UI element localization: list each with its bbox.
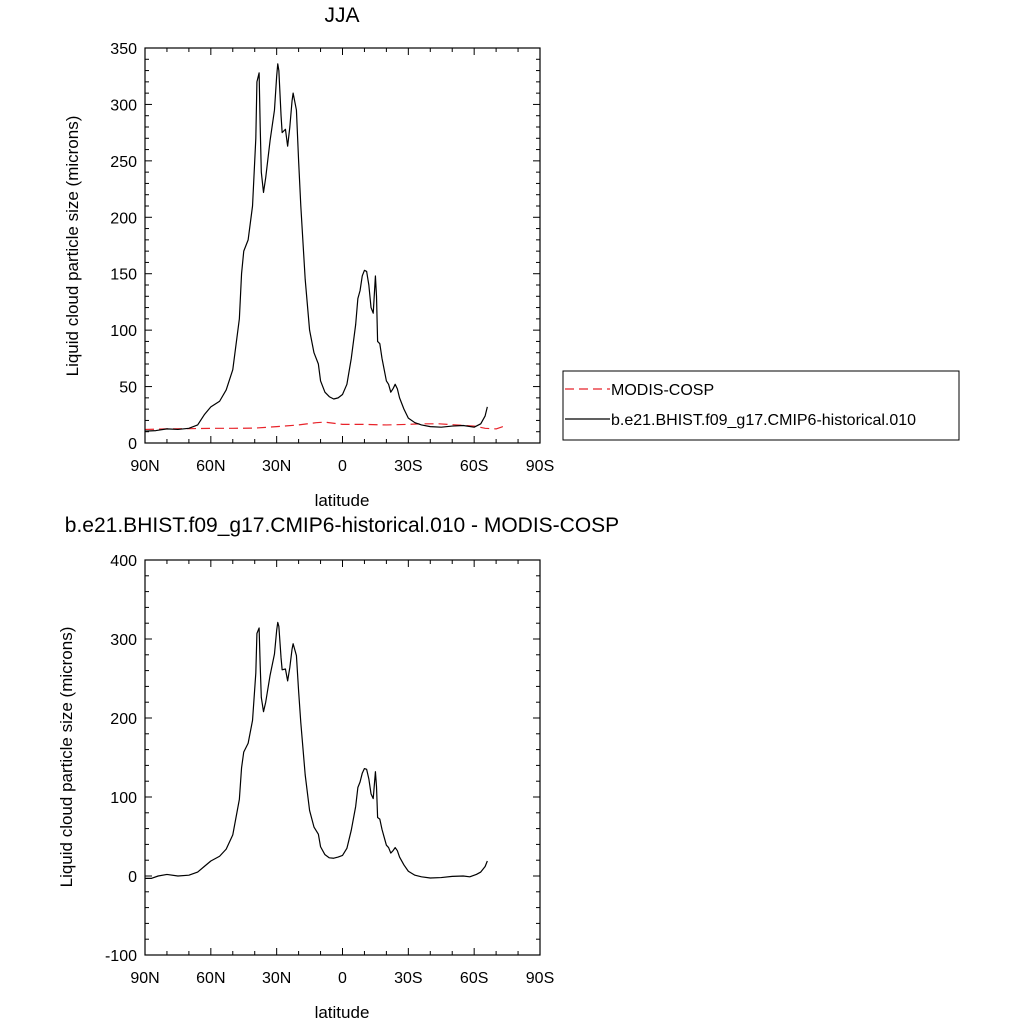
legend-label-model: b.e21.BHIST.f09_g17.CMIP6-historical.010 <box>611 412 916 429</box>
x-axis-label: latitude <box>315 491 370 510</box>
y-tick-label: 350 <box>110 41 137 58</box>
x-tick-label: 90S <box>526 970 554 987</box>
y-axis-label: Liquid cloud particle size (microns) <box>63 116 82 377</box>
y-tick-label: 400 <box>110 553 137 570</box>
x-axis-label: latitude <box>315 1003 370 1022</box>
top-panel: JJA 90N 60N 30N 0 30S 60S 90S 0 50 100 150 200 250 30… <box>63 4 554 510</box>
y-tick-label: 200 <box>110 711 137 728</box>
x-tick-label: 90N <box>130 970 159 987</box>
plot-frame <box>144 47 541 444</box>
y-tick-label: 0 <box>128 436 137 453</box>
legend-box <box>562 370 960 441</box>
y-tick-label: 200 <box>110 210 137 227</box>
y-axis-label: Liquid cloud particle size (microns) <box>57 627 76 888</box>
y-tick-label: 0 <box>128 869 137 886</box>
x-tick-label: 60N <box>196 458 225 475</box>
legend-label-modis-cosp: MODIS-COSP <box>611 382 714 399</box>
series-line-1 <box>144 63 488 432</box>
y-tick-label: 150 <box>110 267 137 284</box>
series-line-0 <box>144 421 508 431</box>
series-line-0 <box>145 621 488 879</box>
y-tick-label: 100 <box>110 323 137 340</box>
x-tick-label: 60S <box>460 458 488 475</box>
legend: MODIS-COSP b.e21.BHIST.f09_g17.CMIP6-his… <box>562 370 960 441</box>
chart-title: JJA <box>324 4 359 27</box>
y-tick-label: 300 <box>110 97 137 114</box>
y-tick-label: 100 <box>110 790 137 807</box>
bottom-panel: b.e21.BHIST.f09_g17.CMIP6-historical.010… <box>57 514 619 1022</box>
x-tick-label: 30N <box>262 970 291 987</box>
x-tick-label: 60N <box>196 970 225 987</box>
y-tick-label: 250 <box>110 154 137 171</box>
x-tick-label: 90N <box>130 458 159 475</box>
plot-frame <box>144 559 541 956</box>
x-tick-label: 0 <box>338 970 347 987</box>
x-tick-label: 60S <box>460 970 488 987</box>
y-tick-label: 50 <box>119 380 137 397</box>
x-tick-label: 30S <box>394 970 422 987</box>
x-tick-label: 30S <box>394 458 422 475</box>
y-tick-label: 300 <box>110 632 137 649</box>
y-tick-label: -100 <box>105 948 137 965</box>
x-tick-label: 90S <box>526 458 554 475</box>
x-tick-label: 0 <box>338 458 347 475</box>
chart-title: b.e21.BHIST.f09_g17.CMIP6-historical.010… <box>65 514 619 537</box>
x-tick-label: 30N <box>262 458 291 475</box>
